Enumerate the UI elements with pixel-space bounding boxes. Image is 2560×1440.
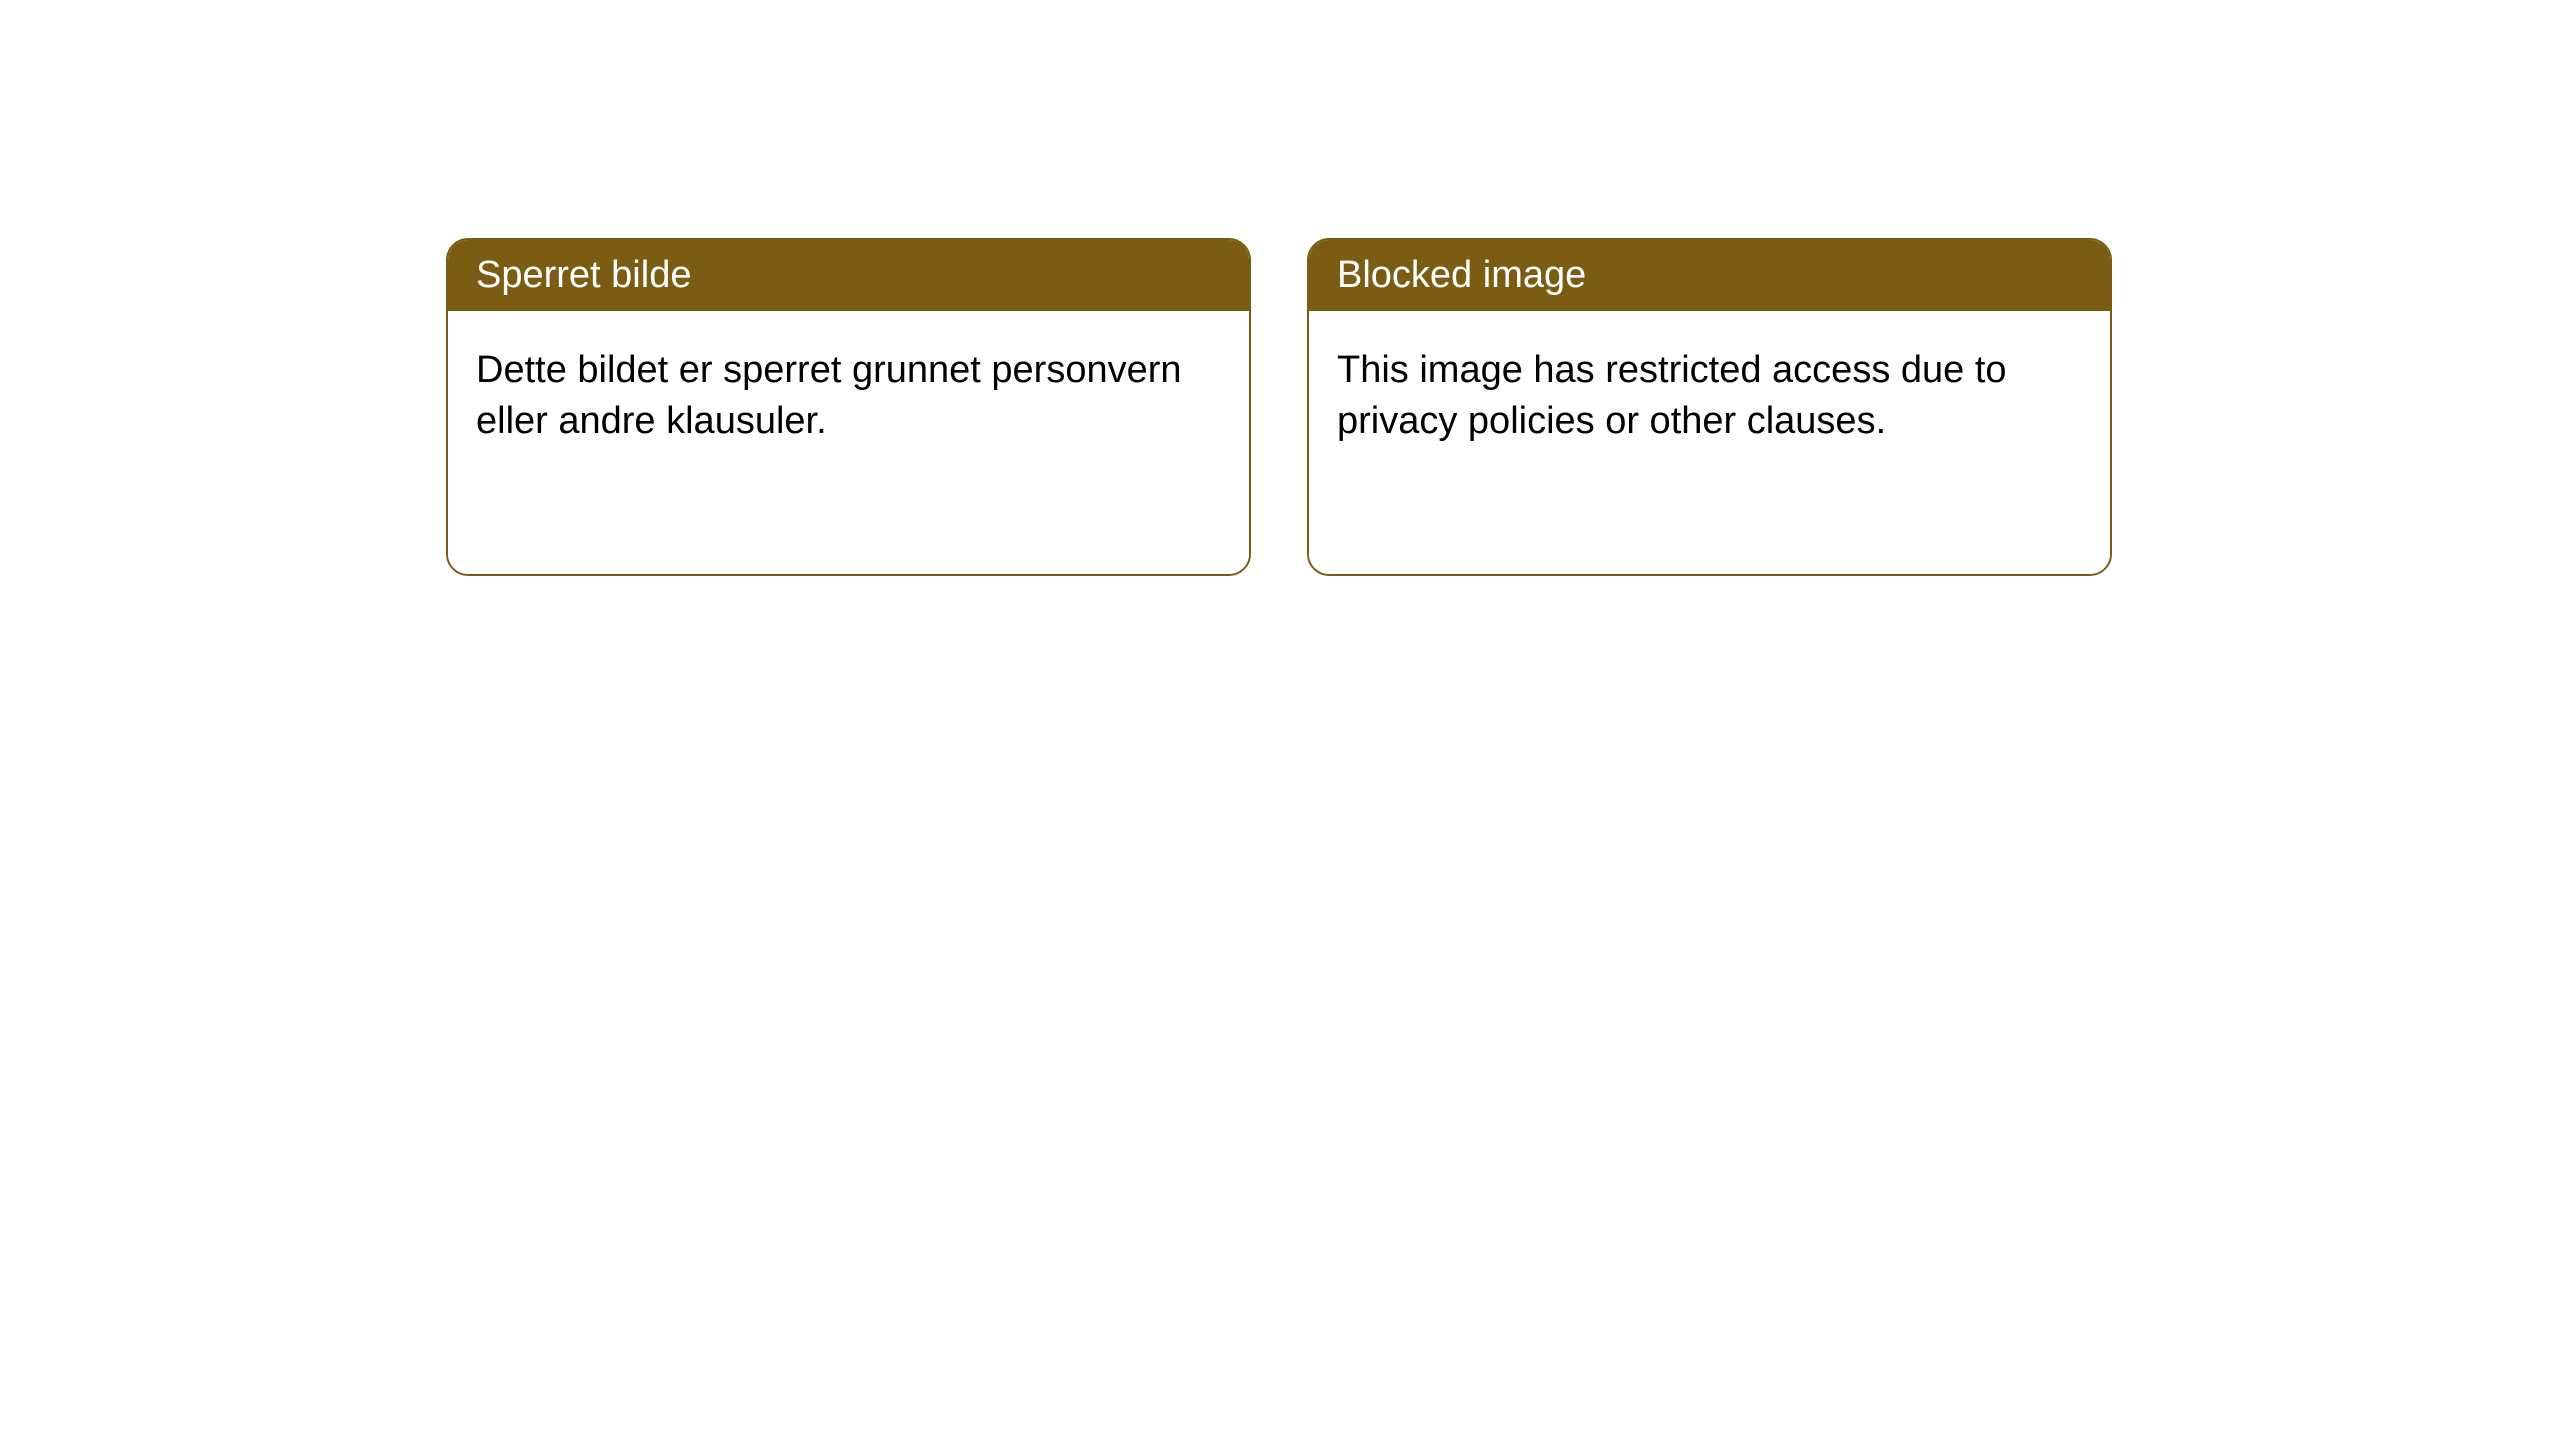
notice-card-no: Sperret bilde Dette bildet er sperret gr… (446, 238, 1251, 576)
notice-card-en: Blocked image This image has restricted … (1307, 238, 2112, 576)
card-body-en: This image has restricted access due to … (1309, 311, 2110, 574)
card-header-no: Sperret bilde (448, 240, 1249, 311)
card-container: Sperret bilde Dette bildet er sperret gr… (0, 0, 2560, 576)
card-body-no: Dette bildet er sperret grunnet personve… (448, 311, 1249, 574)
card-header-en: Blocked image (1309, 240, 2110, 311)
